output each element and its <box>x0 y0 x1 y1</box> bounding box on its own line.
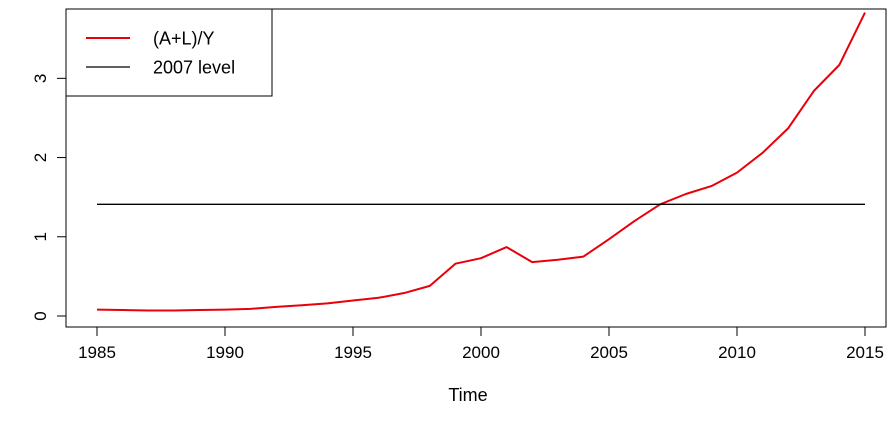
y-tick-label: 1 <box>31 232 50 241</box>
x-tick-label: 2000 <box>462 343 500 362</box>
series-line-ratio <box>96 12 866 312</box>
y-axis: 0 1 2 3 <box>31 74 67 321</box>
legend-box <box>65 8 273 97</box>
x-tick-label: 2005 <box>590 343 628 362</box>
x-axis-title: Time <box>448 385 487 405</box>
y-tick-label: 3 <box>31 74 50 83</box>
y-tick-label: 2 <box>31 153 50 162</box>
legend-label: (A+L)/Y <box>153 28 215 48</box>
series-layer <box>96 12 866 312</box>
x-tick-label: 1990 <box>206 343 244 362</box>
legend: (A+L)/Y 2007 level <box>65 8 273 97</box>
legend-label: 2007 level <box>153 57 235 77</box>
x-tick-label: 1995 <box>334 343 372 362</box>
x-tick-label: 2010 <box>718 343 756 362</box>
x-tick-label: 1985 <box>78 343 116 362</box>
x-tick-label: 2015 <box>846 343 884 362</box>
x-axis: 1985 1990 1995 2000 2005 2010 2015 <box>78 326 884 362</box>
y-tick-label: 0 <box>31 311 50 320</box>
